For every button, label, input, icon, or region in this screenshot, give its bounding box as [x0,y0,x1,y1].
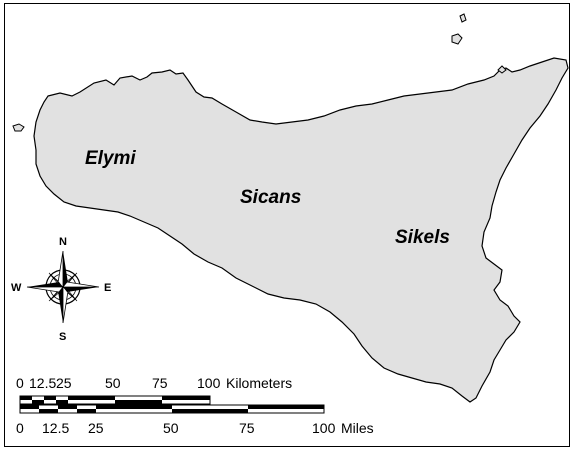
km-tick-50: 50 [105,375,121,391]
region-label-elymi: Elymi [85,148,136,169]
km-unit-label: Kilometers [226,375,292,391]
mi-tick-50: 50 [163,420,179,436]
km-tick-12.5: 12.5 [29,375,56,391]
mi-tick-25: 25 [88,420,104,436]
compass-south-label: S [59,331,66,343]
region-label-sicans: Sicans [240,187,301,208]
region-label-sikels: Sikels [395,227,450,248]
sicily-island [33,57,569,403]
island-west [12,123,25,132]
compass-north-label: N [59,236,67,248]
mi-tick-0: 0 [16,420,24,436]
km-tick-75: 75 [152,375,168,391]
mi-tick-75: 75 [239,420,255,436]
km-tick-25: 25 [56,375,72,391]
compass-rose-icon [26,250,100,324]
compass-west-label: W [11,282,22,294]
island-northeast-2 [459,13,467,23]
island-northeast-3 [497,65,507,74]
km-tick-100: 100 [197,375,221,391]
compass-east-label: E [104,282,111,294]
mi-tick-100: 100 [312,420,336,436]
km-tick-0: 0 [16,375,24,391]
mi-unit-label: Miles [341,420,374,436]
scale-bar-kilometers: 0 12.5 25 50 75 100 Kilometers [16,375,292,405]
scale-bar-miles: 0 12.5 25 50 75 100 Miles [16,404,374,436]
island-northeast-1 [451,33,463,45]
mi-tick-12.5: 12.5 [42,420,69,436]
